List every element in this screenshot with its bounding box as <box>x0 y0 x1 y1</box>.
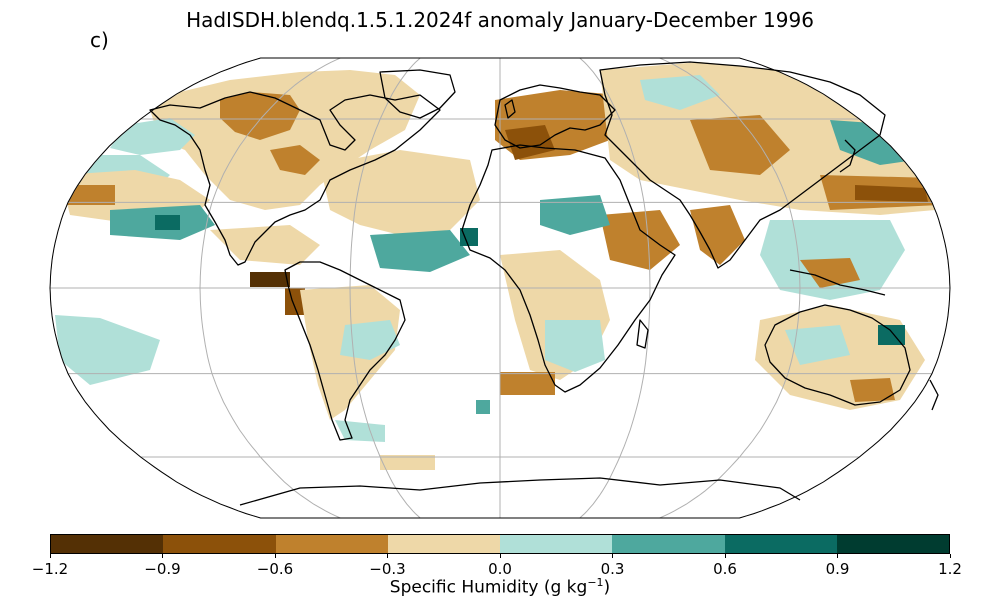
colorbar-tick-label: 0.9 <box>825 560 850 578</box>
anomaly-region-central-asia-brown <box>690 115 790 175</box>
anomaly-region-maritime-brown <box>800 258 860 288</box>
anomaly-region-atlantic-tan <box>320 150 480 235</box>
anomaly-region-australia-teal <box>785 325 850 365</box>
coast-greenland <box>379 69 456 119</box>
anomaly-region-south-america-teal <box>340 320 400 360</box>
anomaly-region-middle-east <box>600 210 680 270</box>
colorbar-tick-label: 0.6 <box>713 560 737 578</box>
coast-asia <box>599 61 886 269</box>
world-map <box>49 57 951 519</box>
coast-africa <box>461 144 676 393</box>
panel-label: c) <box>90 28 109 52</box>
colorbar-segment <box>51 535 164 553</box>
colorbar-segment <box>387 535 500 553</box>
anomaly-region-south-atlantic <box>500 372 555 395</box>
colorbar-segment <box>500 535 613 553</box>
colorbar-tick-label: −0.3 <box>369 560 406 578</box>
anomaly-region-dark-brown-peru <box>250 272 290 287</box>
anomaly-region-africa-teal <box>545 320 605 372</box>
anomaly-region-south-atlantic-teal <box>476 400 490 414</box>
colorbar-tick-label: −0.9 <box>144 560 181 578</box>
anomaly-region-atlantic-teal <box>370 230 470 272</box>
anomaly-region-canada-brown <box>220 92 300 140</box>
colorbar-segment <box>836 535 949 553</box>
anomaly-region-australia-brown <box>850 378 895 402</box>
colorbar-tick-mark <box>724 554 726 558</box>
anomaly-region-europe-darkbrown <box>505 125 555 160</box>
coast-south-america <box>284 261 406 441</box>
colorbar-tick-label: −1.2 <box>31 560 69 578</box>
colorbar-tick-mark <box>837 554 838 558</box>
colorbar-tick-mark <box>49 554 51 558</box>
anomaly-region-south-pacific-teal <box>55 315 160 385</box>
anomaly-region-southern-ocean <box>380 455 435 470</box>
anomaly-region-africa-dark-teal <box>460 228 478 246</box>
globe-outline <box>49 57 951 519</box>
colorbar-tick-mark <box>949 554 951 558</box>
colorbar-segment <box>163 535 276 553</box>
coast-madagascar <box>636 319 649 349</box>
colorbar-label-exponent: −1 <box>587 576 604 589</box>
coast-new-zealand <box>929 379 939 411</box>
anomaly-region-india <box>690 205 745 265</box>
colorbar-tick-label: −0.6 <box>256 560 294 578</box>
coast-australia <box>764 304 911 406</box>
map-title: HadISDH.blendq.1.5.1.2024f anomaly Janua… <box>186 8 814 32</box>
anomaly-region-pacific-brown <box>65 185 115 205</box>
coast-indonesia <box>789 269 886 296</box>
coast-uk <box>504 99 516 119</box>
colorbar <box>50 534 950 554</box>
colorbar-tick-label: 1.2 <box>938 560 962 578</box>
colorbar-label-prefix: Specific Humidity (g kg <box>389 577 588 598</box>
anomaly-region-pacific-east-darkbrown <box>855 185 928 202</box>
colorbar-segment <box>612 535 725 553</box>
anomaly-region-north-america <box>150 70 420 210</box>
colorbar-tick-mark <box>274 554 276 558</box>
colorbar-segment <box>275 535 388 553</box>
colorbar-tick-label: 0.3 <box>600 560 625 578</box>
colorbar-tick-mark <box>499 554 501 558</box>
anomaly-region-siberia-teal <box>640 75 720 110</box>
anomaly-region-central-america <box>210 225 320 265</box>
coast-antarctica <box>239 477 801 506</box>
anomaly-region-africa-north-teal <box>540 195 610 235</box>
colorbar-label-suffix: ) <box>603 577 611 598</box>
coast-europe <box>494 84 616 149</box>
coast-north-america <box>149 91 441 266</box>
colorbar-tick-mark <box>612 554 613 558</box>
colorbar-label: Specific Humidity (g kg−1) <box>0 576 1000 598</box>
colorbar-tick-mark <box>162 554 163 558</box>
coast-japan <box>839 139 856 173</box>
anomaly-region-great-lakes <box>270 145 320 175</box>
anomaly-region-australia-darkteal <box>878 325 905 345</box>
anomaly-region-pacific-dark <box>155 215 180 230</box>
colorbar-tick-mark <box>387 554 388 558</box>
colorbar-segment <box>724 535 837 553</box>
coastlines <box>149 61 939 506</box>
colorbar-tick-label: 0.0 <box>488 560 512 578</box>
